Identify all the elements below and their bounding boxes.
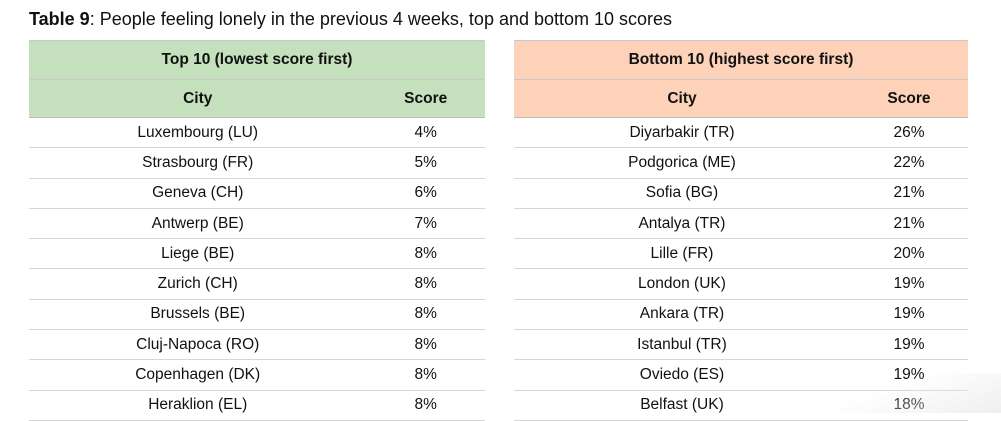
score-cell: 5% [366,147,485,179]
table-row: Cluj-Napoca (RO) 8% [29,329,485,361]
city-cell: Ankara (TR) [514,299,850,331]
bottom-10-city-header: City [514,79,850,118]
score-cell: 8% [366,329,485,361]
city-cell: Podgorica (ME) [514,147,850,179]
city-cell: Liege (BE) [29,238,367,270]
city-cell: Copenhagen (DK) [29,359,367,391]
city-cell: Istanbul (TR) [514,329,850,361]
city-cell: Antalya (TR) [514,208,850,240]
table-row: Liege (BE) 8% [29,238,485,270]
table-row: Heraklion (EL) 8% [29,390,485,421]
table-row: Oviedo (ES) 19% [514,359,968,391]
city-cell: Luxembourg (LU) [29,117,367,149]
table-row: Sofia (BG) 21% [514,178,968,209]
score-cell: 18% [849,390,968,421]
table-row: Brussels (BE) 8% [29,299,485,331]
city-cell: Heraklion (EL) [29,390,367,421]
city-cell: Oviedo (ES) [514,359,850,391]
city-cell: Lille (FR) [514,238,850,270]
table-row: Antwerp (BE) 7% [29,208,485,240]
top-10-score-header: Score [366,79,485,118]
table-row: Luxembourg (LU) 4% [29,117,485,149]
score-cell: 6% [366,178,485,209]
score-cell: 20% [849,238,968,270]
score-cell: 8% [366,268,485,300]
top-10-group-header: Top 10 (lowest score first) [29,40,485,80]
table-row: London (UK) 19% [514,268,968,300]
table-row: Strasbourg (FR) 5% [29,147,485,179]
table-row: Copenhagen (DK) 8% [29,359,485,391]
score-cell: 19% [849,359,968,391]
bottom-10-table: Bottom 10 (highest score first) City Sco… [514,40,968,421]
table-row: Diyarbakir (TR) 26% [514,117,968,149]
table-row: Belfast (UK) 18% [514,390,968,421]
table-row: Istanbul (TR) 19% [514,329,968,361]
city-cell: Zurich (CH) [29,268,367,300]
score-cell: 21% [849,178,968,209]
score-cell: 8% [366,390,485,421]
city-cell: Cluj-Napoca (RO) [29,329,367,361]
table-row: Geneva (CH) 6% [29,178,485,209]
city-cell: Antwerp (BE) [29,208,367,240]
city-cell: Sofia (BG) [514,178,850,209]
city-cell: London (UK) [514,268,850,300]
score-cell: 7% [366,208,485,240]
score-cell: 21% [849,208,968,240]
score-cell: 22% [849,147,968,179]
score-cell: 8% [366,299,485,331]
score-cell: 19% [849,268,968,300]
score-cell: 26% [849,117,968,149]
table-row: Antalya (TR) 21% [514,208,968,240]
score-cell: 19% [849,299,968,331]
city-cell: Strasbourg (FR) [29,147,367,179]
table-row: Zurich (CH) 8% [29,268,485,300]
bottom-10-score-header: Score [849,79,968,118]
top-10-table: Top 10 (lowest score first) City Score L… [29,40,485,421]
score-cell: 8% [366,359,485,391]
table-number-label: Table 9 [29,9,90,29]
city-cell: Geneva (CH) [29,178,367,209]
score-cell: 4% [366,117,485,149]
table-row: Lille (FR) 20% [514,238,968,270]
score-cell: 19% [849,329,968,361]
table-row: Ankara (TR) 19% [514,299,968,331]
top-10-city-header: City [29,79,367,118]
table-caption: : People feeling lonely in the previous … [89,9,673,29]
city-cell: Belfast (UK) [514,390,850,421]
bottom-10-group-header: Bottom 10 (highest score first) [514,40,968,80]
city-cell: Diyarbakir (TR) [514,117,850,149]
city-cell: Brussels (BE) [29,299,367,331]
table-row: Podgorica (ME) 22% [514,147,968,179]
score-cell: 8% [366,238,485,270]
table-title: Table 9: People feeling lonely in the pr… [29,8,672,30]
